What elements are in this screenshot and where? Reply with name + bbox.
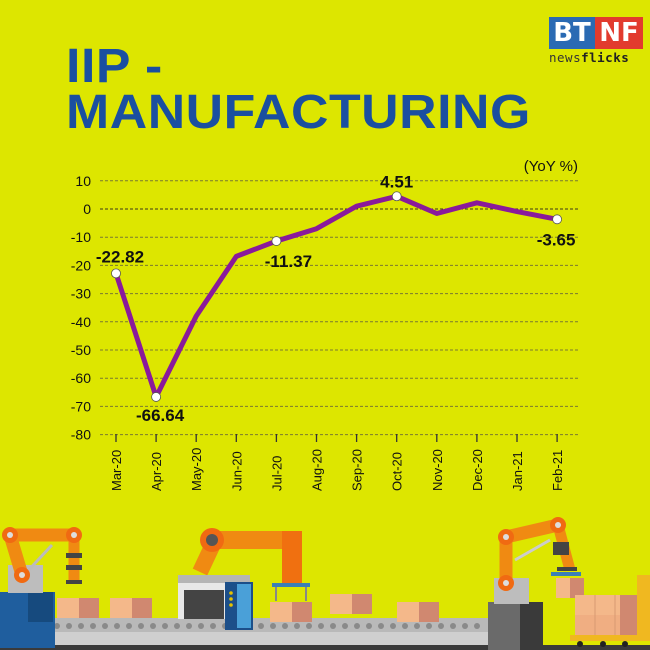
data-point-label: -66.64	[136, 406, 185, 425]
y-tick-label: -20	[71, 257, 91, 273]
data-point-marker	[151, 392, 162, 402]
left-robot-arm	[0, 527, 82, 648]
conveyor-belt	[0, 618, 650, 650]
logo-nf: NF	[595, 17, 643, 49]
x-tick-label: Sep-20	[350, 449, 365, 491]
title-line-2: MANUFACTURING	[66, 86, 531, 139]
x-tick-label: May-20	[189, 448, 204, 491]
logo-subtitle: newsflicks	[549, 50, 630, 65]
chart-title: IIP - MANUFACTURING	[66, 40, 531, 139]
y-tick-label: -50	[71, 342, 91, 358]
x-tick-label: Nov-20	[430, 449, 445, 491]
y-tick-label: -70	[71, 398, 91, 414]
x-axis: Mar-20 Apr-20 May-20 Jun-20 Jul-20 Aug-20 Sep-…	[109, 434, 565, 491]
x-tick-label: Oct-20	[390, 452, 405, 491]
y-tick-label: 10	[75, 173, 91, 189]
data-point-label: -11.37	[265, 252, 312, 271]
middle-robot-arm	[178, 528, 310, 630]
data-point-marker	[111, 268, 121, 279]
x-tick-label: Mar-20	[109, 450, 124, 491]
y-tick-label: 0	[83, 201, 91, 217]
data-markers	[111, 191, 562, 402]
pallet-of-boxes	[570, 575, 650, 647]
data-labels: -22.82 -66.64 -11.37 4.51 -3.65	[96, 172, 576, 425]
x-tick-label: Dec-20	[470, 449, 485, 491]
y-tick-label: -10	[71, 229, 91, 245]
x-tick-label: Apr-20	[149, 452, 164, 491]
cardboard-boxes	[57, 594, 439, 622]
y-tick-label: -80	[71, 427, 91, 443]
data-point-marker	[552, 214, 562, 225]
data-point-marker	[271, 236, 282, 246]
data-point-label: -22.82	[96, 247, 144, 266]
right-robot-arm	[488, 517, 584, 650]
x-tick-label: Jul-20	[269, 456, 284, 491]
y-tick-label: -60	[71, 370, 91, 386]
y-tick-label: -30	[71, 286, 91, 302]
y-tick-label: -40	[71, 314, 91, 330]
y-axis: 10 0 -10 -20 -30 -40 -50 -60 -70 -80	[71, 173, 91, 443]
data-line	[113, 193, 558, 400]
x-tick-label: Jun-20	[229, 451, 244, 491]
x-tick-label: Feb-21	[550, 450, 565, 491]
data-point-marker	[391, 191, 402, 202]
x-tick-label: Aug-20	[310, 449, 325, 491]
data-point-label: -3.65	[537, 230, 576, 249]
x-tick-label: Jan-21	[510, 451, 525, 491]
unit-label: (YoY %)	[524, 158, 578, 175]
data-point-label: 4.51	[380, 172, 413, 191]
title-line-1: IIP -	[66, 40, 163, 93]
brand-logo: BT NF newsflicks	[549, 17, 643, 65]
logo-bt: BT	[549, 17, 595, 49]
